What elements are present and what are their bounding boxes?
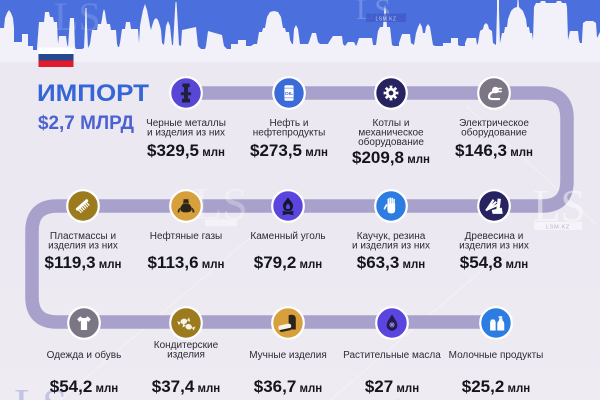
svg-text:Растительные масла: Растительные масла <box>343 350 441 361</box>
svg-text:и изделия из них: и изделия из них <box>352 241 430 252</box>
svg-text:LS: LS <box>54 0 101 39</box>
svg-text:нефтепродукты: нефтепродукты <box>253 127 326 139</box>
svg-text:Пластмассы и: Пластмассы и <box>50 231 116 242</box>
svg-text:LS: LS <box>194 178 248 229</box>
svg-text:Каучук, резина: Каучук, резина <box>357 231 426 242</box>
svg-text:Каменный уголь: Каменный уголь <box>250 231 325 242</box>
svg-text:LSM.KZ: LSM.KZ <box>375 17 396 23</box>
svg-text:Черные металлы: Черные металлы <box>146 118 226 129</box>
svg-text:LSM.KZ: LSM.KZ <box>546 225 570 231</box>
svg-text:механическое: механическое <box>358 128 424 139</box>
svg-text:Одежда и обувь: Одежда и обувь <box>47 349 122 361</box>
svg-text:оборудование: оборудование <box>461 127 527 139</box>
svg-text:Кондитерские: Кондитерские <box>154 340 219 351</box>
svg-text:$2,7 МЛРД: $2,7 МЛРД <box>38 112 134 134</box>
svg-text:изделия: изделия <box>167 350 205 361</box>
svg-text:изделия из них: изделия из них <box>48 241 118 252</box>
svg-text:изделия из них: изделия из них <box>459 241 529 252</box>
svg-text:оборудование: оборудование <box>358 136 424 148</box>
svg-text:Нефть и: Нефть и <box>270 117 309 129</box>
svg-text:Нефтяные газы: Нефтяные газы <box>150 230 223 242</box>
svg-text:Молочные продукты: Молочные продукты <box>449 350 544 361</box>
svg-text:Электрическое: Электрическое <box>459 118 529 129</box>
svg-text:OIL: OIL <box>285 91 293 97</box>
svg-text:ИМПОРТ: ИМПОРТ <box>37 80 149 107</box>
svg-text:Мучные изделия: Мучные изделия <box>249 350 327 361</box>
svg-text:и изделия из них: и изделия из них <box>147 128 225 139</box>
svg-text:Котлы и: Котлы и <box>373 118 410 129</box>
svg-text:Древесина и: Древесина и <box>465 231 524 242</box>
